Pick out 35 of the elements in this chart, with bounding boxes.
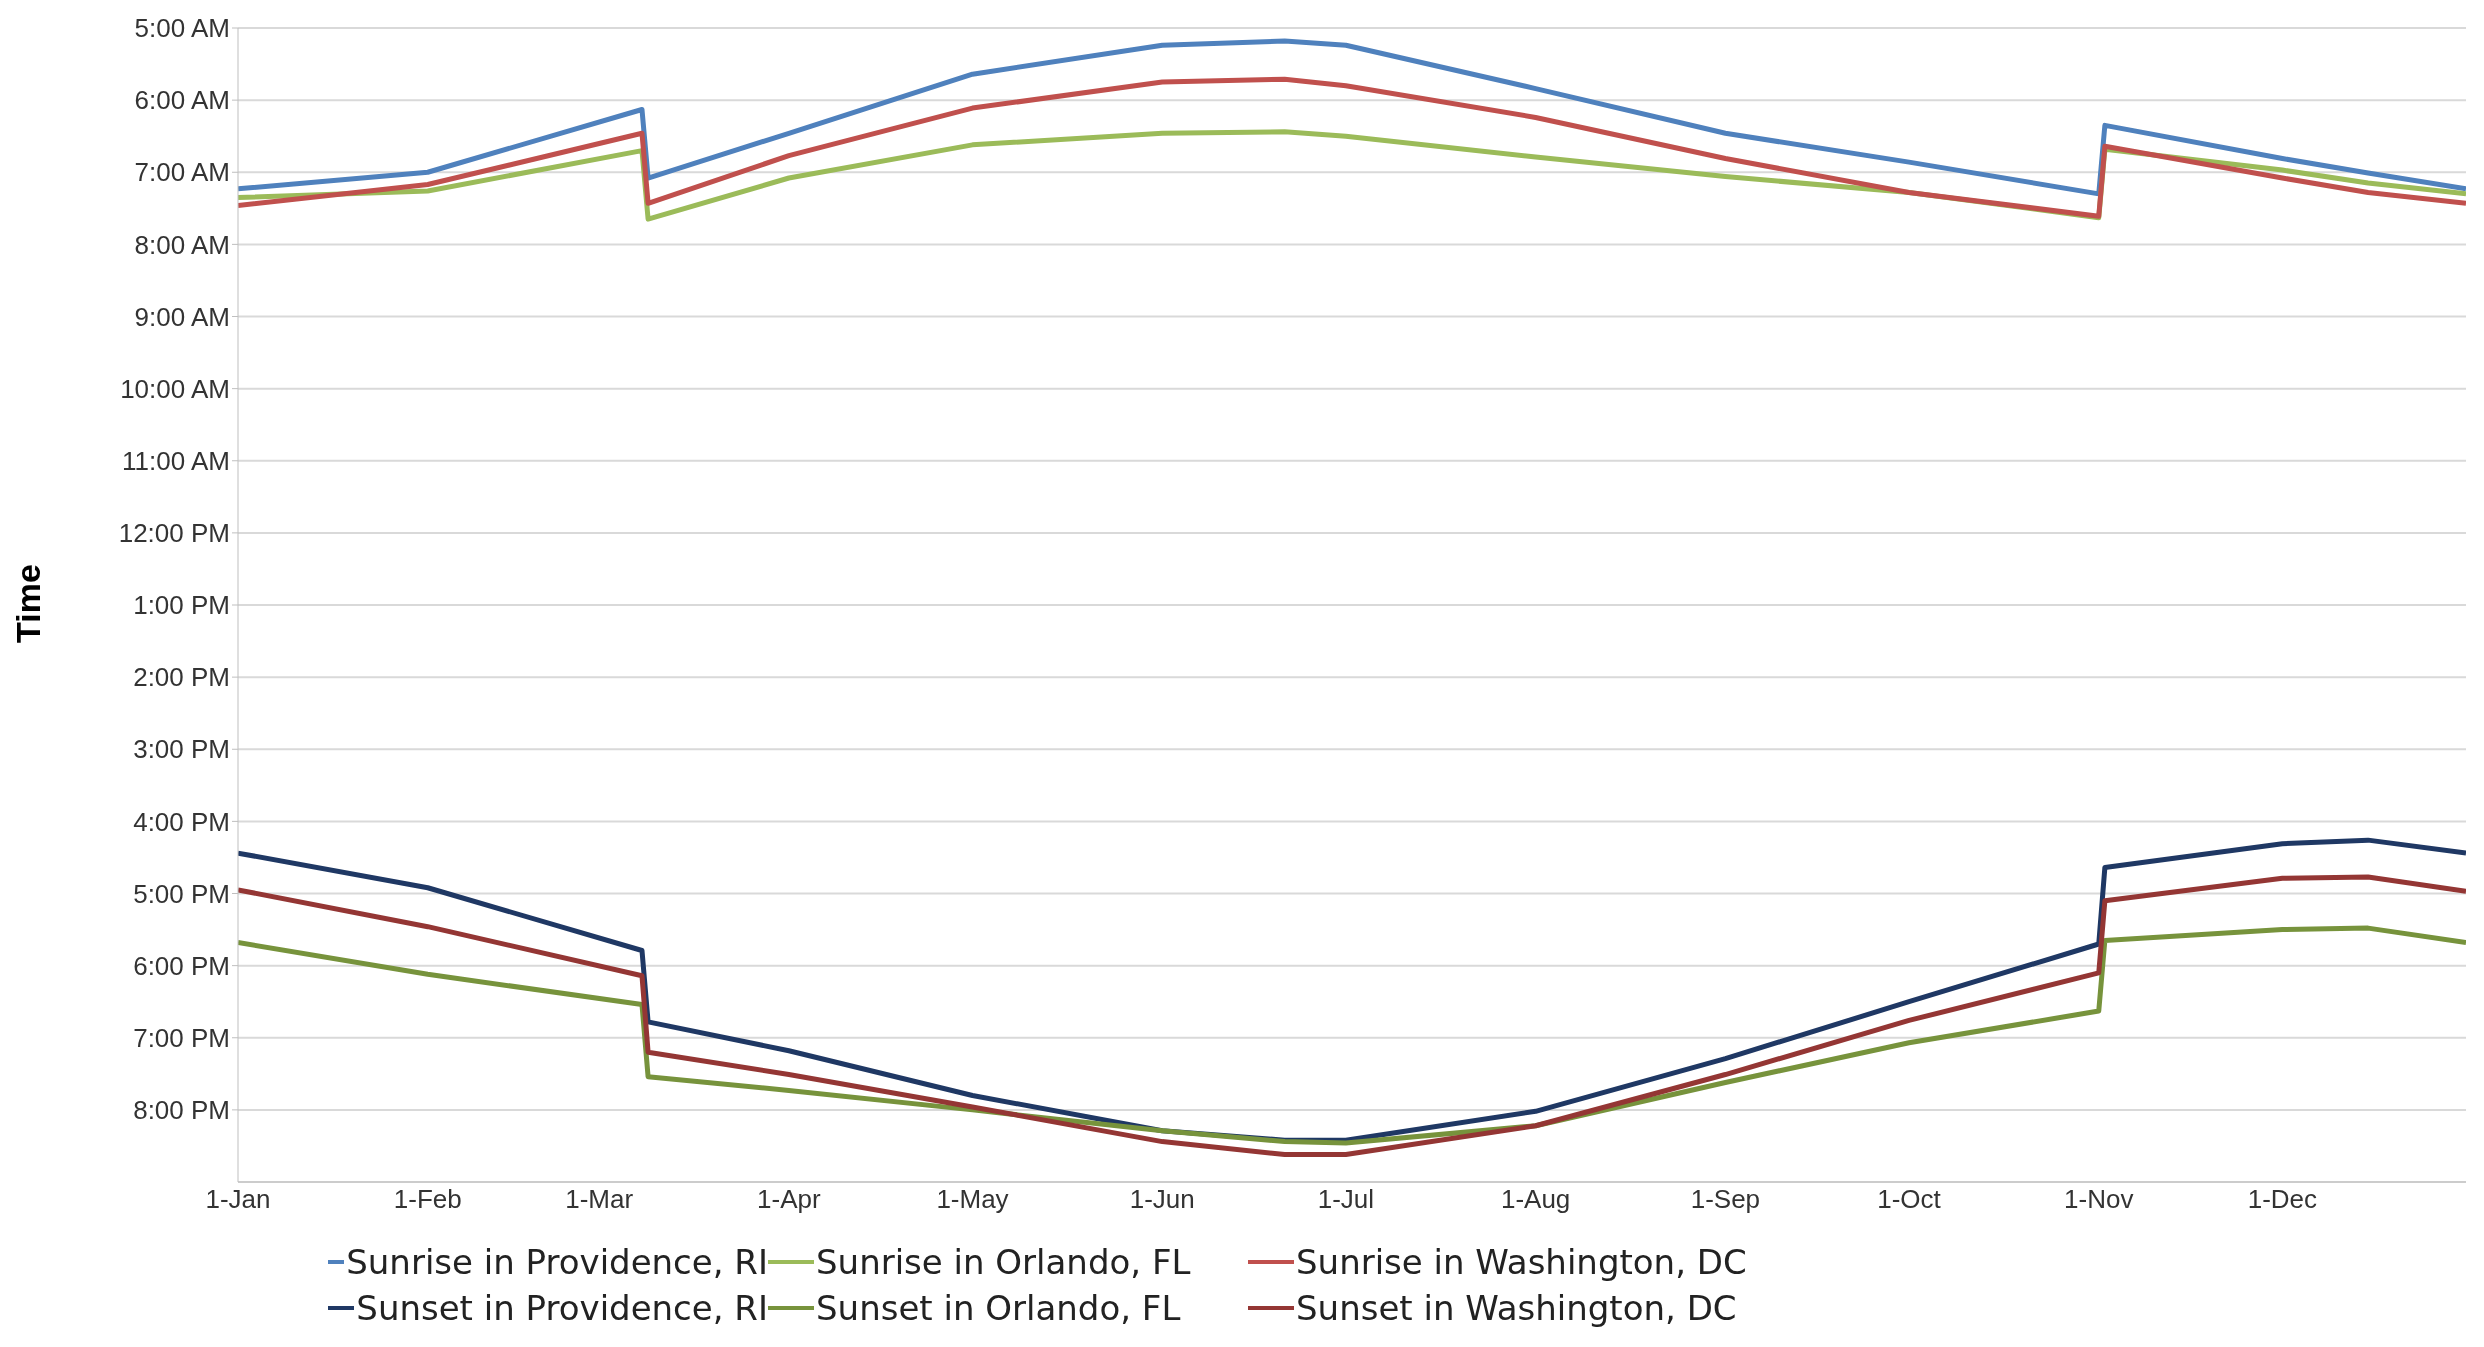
x-tick-label: 1-Jul [1317,1184,1375,1215]
y-tick-label: 11:00 AM [122,445,230,476]
y-tick-label: 2:00 PM [133,662,230,693]
y-tick-label: 10:00 AM [120,373,230,404]
y-tick-label: 6:00 PM [133,950,230,981]
y-tick-label: 7:00 AM [134,157,230,188]
x-tick-label: 1-Feb [393,1184,462,1215]
y-tick-label: 9:00 AM [134,301,230,332]
y-axis-title: Time [8,563,48,643]
legend-label: Sunset in Orlando, FL [816,1288,1181,1328]
y-tick-label: 1:00 PM [133,590,230,621]
x-tick-label: 1-Nov [2064,1184,2134,1215]
legend-label: Sunset in Washington, DC [1296,1288,1737,1328]
x-tick-label: 1-Oct [1877,1184,1942,1215]
x-tick-label: 1-Dec [2247,1184,2318,1215]
y-tick-label: 6:00 AM [134,85,230,116]
y-tick-label: 3:00 PM [133,734,230,765]
x-tick-label: 1-May [936,1184,1009,1215]
legend-label: Sunrise in Orlando, FL [816,1242,1191,1282]
y-tick-label: 5:00 PM [133,878,230,909]
y-tick-label: 8:00 PM [133,1095,230,1126]
x-tick-label: 1-Mar [565,1184,634,1215]
y-tick-label: 8:00 AM [134,229,230,260]
x-tick-label: 1-Sep [1690,1184,1761,1215]
x-tick-label: 1-Jan [205,1184,271,1215]
legend-label: Sunrise in Washington, DC [1296,1242,1747,1282]
legend-label: Sunrise in Providence, RI [346,1242,768,1282]
y-tick-label: 12:00 PM [118,518,230,549]
y-tick-label: 5:00 AM [134,13,230,44]
x-tick-label: 1-Jun [1129,1184,1195,1215]
y-tick-label: 7:00 PM [133,1022,230,1053]
legend-label: Sunset in Providence, RI [356,1288,768,1328]
x-tick-label: 1-Aug [1500,1184,1571,1215]
y-tick-label: 4:00 PM [133,806,230,837]
x-tick-label: 1-Apr [757,1184,822,1215]
